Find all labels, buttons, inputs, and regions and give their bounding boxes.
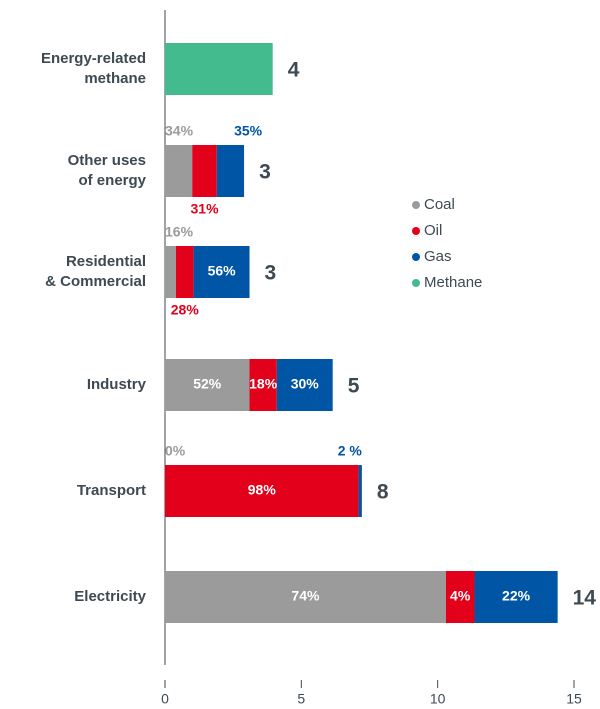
share-label: 16% [165,224,194,240]
legend-label: Coal [424,196,455,213]
total-label: 14 [573,587,597,610]
share-label: 34% [165,123,194,139]
category-label: Residential & Commercial [45,253,146,290]
category-label: Electricity [74,588,146,605]
share-label: 56% [208,263,237,279]
legend-swatch [412,201,420,209]
legend-swatch [412,227,420,235]
share-label: 22% [502,588,531,604]
bar-segment [193,246,250,298]
x-tick-label: 15 [566,691,582,707]
category-line: methane [84,70,146,87]
category-label: Energy-related methane [41,50,146,87]
bar-segment [474,571,558,623]
bar-segment [165,43,273,95]
legend-label: Oil [424,222,442,239]
legend-swatch [412,253,420,261]
category-line: Energy-related [41,50,146,67]
x-tick-label: 0 [161,691,169,707]
bar-segment [358,465,362,517]
legend-label: Gas [424,248,452,265]
category-line: of energy [78,172,146,189]
category-line: Electricity [74,588,146,605]
total-label: 4 [288,59,300,82]
category-line: & Commercial [45,273,146,290]
total-label: 3 [265,262,277,285]
bar-segment [165,465,359,517]
category-line: Industry [87,376,147,393]
share-label: 0% [165,443,186,459]
bar-segment [216,145,245,197]
category-label: Industry [87,376,147,393]
x-tick-label: 10 [430,691,446,707]
bar-segment [165,359,250,411]
bar-segment [276,359,333,411]
bar-segment [445,571,475,623]
bar-segment [192,145,217,197]
bar-segment [175,246,194,298]
total-label: 3 [259,161,271,184]
bar-segment [165,145,193,197]
share-label: 4% [450,588,471,604]
share-label: 74% [291,588,320,604]
share-label: 30% [291,376,320,392]
total-label: 5 [348,375,360,398]
x-tick-label: 5 [297,691,305,707]
legend-swatch [412,279,420,287]
category-label: Other uses of energy [68,152,147,189]
share-label: 31% [191,201,220,217]
legend-label: Methane [424,274,482,291]
bar-segment [249,359,277,411]
share-label: 2 % [338,443,363,459]
category-line: Transport [77,482,146,499]
total-label: 8 [377,481,389,504]
bar-segment [165,246,176,298]
category-line: Residential [66,253,146,270]
share-label: 98% [248,482,277,498]
share-label: 52% [193,376,222,392]
share-label: 35% [234,123,263,139]
category-label: Transport [77,482,146,499]
category-line: Other uses [68,152,146,169]
share-label: 18% [249,376,278,392]
bar-segment [165,571,446,623]
share-label: 28% [171,302,200,318]
